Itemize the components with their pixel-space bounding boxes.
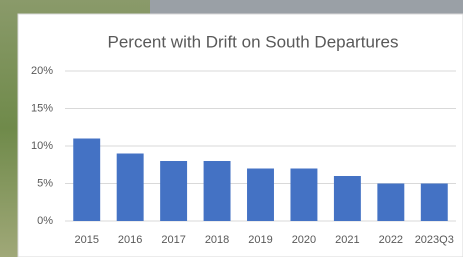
x-tick-label: 2017 [161,234,185,246]
bar [377,184,404,222]
background-top [150,0,463,14]
x-tick-label: 2018 [205,234,229,246]
bar [290,169,317,222]
x-tick-label: 2021 [335,234,359,246]
bar [117,154,144,222]
bar [421,184,448,222]
chart: Percent with Drift on South Departures 0… [0,0,463,257]
y-tick-label: 15% [31,102,53,114]
bar [334,176,361,221]
bar [204,161,231,221]
x-tick-label: 2022 [379,234,403,246]
x-tick-label: 2015 [74,234,98,246]
x-tick-label: 2020 [292,234,316,246]
y-tick-label: 0% [37,215,53,227]
bar [73,139,100,222]
x-tick-label: 2019 [248,234,272,246]
y-tick-label: 10% [31,140,53,152]
x-tick-label: 2023Q3 [415,234,454,246]
bar [247,169,274,222]
chart-title: Percent with Drift on South Departures [107,32,398,51]
y-tick-label: 20% [31,65,53,77]
x-tick-label: 2016 [118,234,142,246]
bar [160,161,187,221]
y-tick-label: 5% [37,177,53,189]
